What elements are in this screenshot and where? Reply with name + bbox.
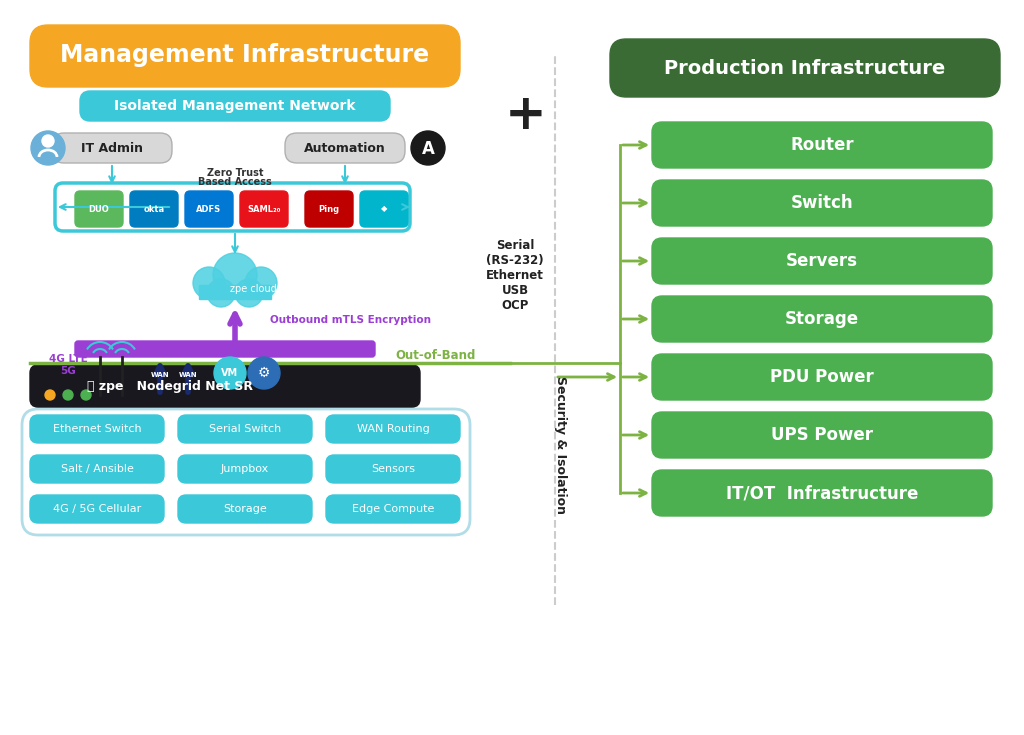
FancyBboxPatch shape xyxy=(30,365,420,407)
FancyBboxPatch shape xyxy=(326,415,460,443)
FancyBboxPatch shape xyxy=(30,455,164,483)
Text: Based Access: Based Access xyxy=(198,177,272,187)
Text: Management Infrastructure: Management Infrastructure xyxy=(60,43,429,67)
FancyBboxPatch shape xyxy=(652,296,992,342)
Text: zpe cloud: zpe cloud xyxy=(229,284,276,294)
Text: Serial Switch: Serial Switch xyxy=(209,424,282,434)
Circle shape xyxy=(31,131,65,165)
Text: ADFS: ADFS xyxy=(197,204,221,213)
Text: Storage: Storage xyxy=(785,310,859,328)
FancyBboxPatch shape xyxy=(80,91,390,121)
Circle shape xyxy=(193,267,225,299)
FancyBboxPatch shape xyxy=(326,495,460,523)
Text: A: A xyxy=(422,140,434,158)
FancyBboxPatch shape xyxy=(652,238,992,284)
FancyBboxPatch shape xyxy=(360,191,408,227)
Text: WAN: WAN xyxy=(151,372,169,378)
Circle shape xyxy=(63,390,73,400)
Circle shape xyxy=(45,390,55,400)
Text: Outbound mTLS Encryption: Outbound mTLS Encryption xyxy=(270,315,431,325)
Text: IT Admin: IT Admin xyxy=(81,142,143,154)
Circle shape xyxy=(81,390,91,400)
FancyBboxPatch shape xyxy=(130,191,178,227)
FancyBboxPatch shape xyxy=(75,341,375,357)
Text: Isolated Management Network: Isolated Management Network xyxy=(115,99,355,113)
Text: Security & Isolation: Security & Isolation xyxy=(554,376,566,514)
Text: ⦿ zpe   Nodegrid Net SR: ⦿ zpe Nodegrid Net SR xyxy=(87,379,253,392)
Text: VM: VM xyxy=(221,368,239,378)
Circle shape xyxy=(214,357,246,389)
FancyBboxPatch shape xyxy=(52,133,172,163)
FancyBboxPatch shape xyxy=(178,495,312,523)
Text: Sensors: Sensors xyxy=(371,464,415,474)
FancyBboxPatch shape xyxy=(30,25,460,87)
FancyBboxPatch shape xyxy=(30,415,164,443)
Circle shape xyxy=(42,135,54,147)
Text: ⚙: ⚙ xyxy=(258,366,270,380)
FancyBboxPatch shape xyxy=(55,183,410,231)
Text: Out-of-Band: Out-of-Band xyxy=(395,348,475,362)
Text: Edge Compute: Edge Compute xyxy=(352,504,434,514)
FancyBboxPatch shape xyxy=(652,122,992,168)
FancyBboxPatch shape xyxy=(22,409,470,535)
Circle shape xyxy=(207,279,234,307)
Text: Storage: Storage xyxy=(223,504,267,514)
FancyBboxPatch shape xyxy=(652,412,992,458)
FancyBboxPatch shape xyxy=(30,495,164,523)
FancyBboxPatch shape xyxy=(652,470,992,516)
Circle shape xyxy=(234,279,263,307)
Text: Salt / Ansible: Salt / Ansible xyxy=(60,464,133,474)
FancyBboxPatch shape xyxy=(326,455,460,483)
Circle shape xyxy=(411,131,445,165)
Text: okta: okta xyxy=(143,204,165,213)
FancyBboxPatch shape xyxy=(610,39,1000,97)
Text: Automation: Automation xyxy=(304,142,386,154)
FancyBboxPatch shape xyxy=(185,191,233,227)
Circle shape xyxy=(213,253,257,297)
Text: DUO: DUO xyxy=(89,204,110,213)
Text: Router: Router xyxy=(791,136,854,154)
Text: 4G LTE
5G: 4G LTE 5G xyxy=(48,354,87,376)
FancyBboxPatch shape xyxy=(305,191,353,227)
FancyBboxPatch shape xyxy=(178,415,312,443)
Circle shape xyxy=(248,357,280,389)
FancyBboxPatch shape xyxy=(240,191,288,227)
Text: UPS Power: UPS Power xyxy=(771,426,873,444)
Text: Production Infrastructure: Production Infrastructure xyxy=(665,59,945,77)
Text: Zero Trust: Zero Trust xyxy=(207,168,263,178)
FancyBboxPatch shape xyxy=(178,455,312,483)
Text: 4G / 5G Cellular: 4G / 5G Cellular xyxy=(53,504,141,514)
Bar xyxy=(199,285,271,299)
FancyBboxPatch shape xyxy=(652,180,992,226)
Text: Serial
(RS-232)
Ethernet
USB
OCP: Serial (RS-232) Ethernet USB OCP xyxy=(486,238,544,312)
FancyBboxPatch shape xyxy=(652,354,992,400)
Text: WAN Routing: WAN Routing xyxy=(356,424,429,434)
FancyBboxPatch shape xyxy=(75,191,123,227)
Text: Ethernet Switch: Ethernet Switch xyxy=(52,424,141,434)
Text: Ping: Ping xyxy=(318,204,340,213)
Text: +: + xyxy=(505,91,547,139)
Text: WAN: WAN xyxy=(178,372,198,378)
Text: SAML₂₀: SAML₂₀ xyxy=(248,204,281,213)
Text: IT/OT  Infrastructure: IT/OT Infrastructure xyxy=(726,484,919,502)
Text: Jumpbox: Jumpbox xyxy=(221,464,269,474)
Circle shape xyxy=(245,267,278,299)
Text: PDU Power: PDU Power xyxy=(770,368,873,386)
Text: Switch: Switch xyxy=(791,194,853,212)
FancyBboxPatch shape xyxy=(285,133,406,163)
Text: ◆: ◆ xyxy=(381,204,387,213)
Text: Servers: Servers xyxy=(786,252,858,270)
